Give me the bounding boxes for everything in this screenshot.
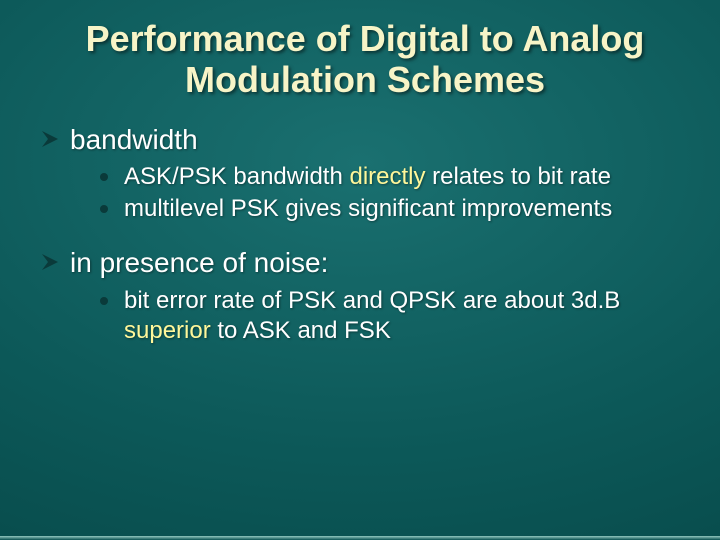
list-item: multilevel PSK gives significant improve… xyxy=(100,194,690,224)
bottom-edge-highlight xyxy=(0,536,720,540)
dot-icon xyxy=(100,173,108,181)
top-bullet-item: in presence of noise: xyxy=(40,246,690,280)
dot-icon xyxy=(100,205,108,213)
top-bullet-item: bandwidth xyxy=(40,123,690,157)
sub-list: ASK/PSK bandwidth directly relates to bi… xyxy=(100,162,690,224)
top-bullet-label: bandwidth xyxy=(70,123,198,157)
text-post: to ASK and FSK xyxy=(211,317,391,344)
list-item: bit error rate of PSK and QPSK are about… xyxy=(100,286,690,346)
list-item: ASK/PSK bandwidth directly relates to bi… xyxy=(100,162,690,192)
sub-item-text: ASK/PSK bandwidth directly relates to bi… xyxy=(124,162,611,192)
text-pre: multilevel PSK gives significant improve… xyxy=(124,195,612,222)
slide-title: Performance of Digital to Analog Modulat… xyxy=(40,18,690,101)
highlight-text: superior xyxy=(124,317,211,344)
highlight-text: directly xyxy=(349,163,425,190)
text-pre: bit error rate of PSK and QPSK are about… xyxy=(124,287,620,314)
sub-item-text: bit error rate of PSK and QPSK are about… xyxy=(124,286,690,346)
text-post: relates to bit rate xyxy=(426,163,611,190)
arrow-icon xyxy=(40,129,60,149)
sub-list: bit error rate of PSK and QPSK are about… xyxy=(100,286,690,346)
sub-item-text: multilevel PSK gives significant improve… xyxy=(124,194,612,224)
slide: Performance of Digital to Analog Modulat… xyxy=(0,0,720,540)
text-pre: ASK/PSK bandwidth xyxy=(124,163,349,190)
top-bullet-label: in presence of noise: xyxy=(70,246,328,280)
arrow-icon xyxy=(40,252,60,272)
dot-icon xyxy=(100,297,108,305)
